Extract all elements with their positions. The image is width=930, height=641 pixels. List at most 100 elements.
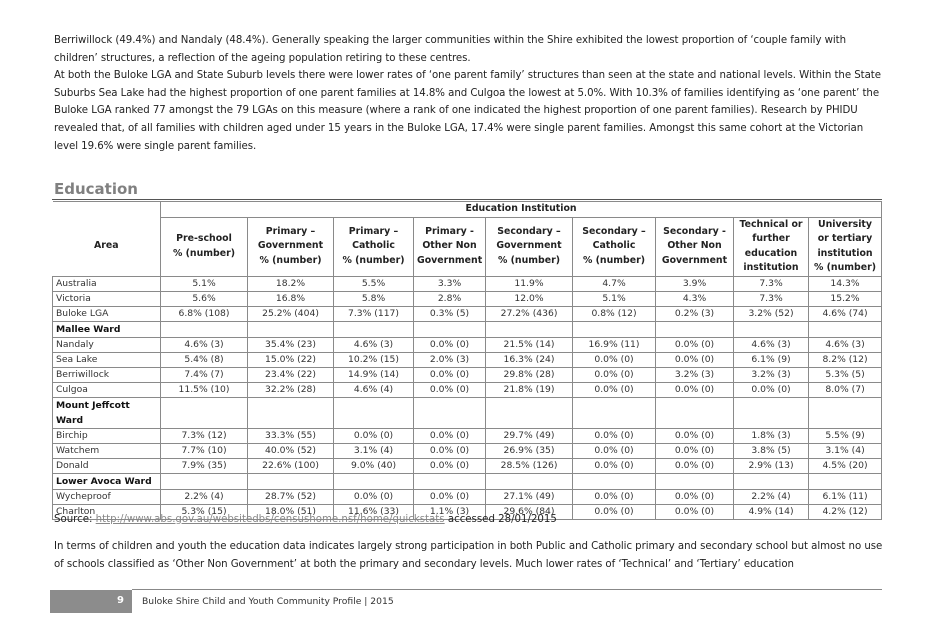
- value-cell: 0.0% (0): [413, 427, 486, 444]
- value-cell: 27.2% (436): [485, 305, 573, 322]
- value-cell: 0.0% (0): [572, 442, 656, 459]
- column-header: Primary - Other Non Government: [413, 216, 486, 277]
- empty-cell: [807, 320, 883, 338]
- column-header: University or tertiary institution % (nu…: [807, 216, 883, 277]
- value-cell: 0.0% (0): [655, 503, 734, 520]
- empty-cell: [333, 396, 414, 429]
- empty-cell: [485, 472, 573, 490]
- intro-paragraph: Berriwillock (49.4%) and Nandaly (48.4%)…: [54, 35, 847, 64]
- value-cell: 21.5% (14): [485, 336, 573, 353]
- empty-cell: [807, 472, 883, 490]
- value-cell: 28.7% (52): [247, 488, 334, 505]
- value-cell: 4.6% (3): [160, 336, 248, 353]
- area-cell: Charlton: [52, 503, 161, 520]
- value-cell: 18.2%: [247, 275, 334, 292]
- value-cell: 2.9% (13): [733, 457, 809, 474]
- value-cell: 0.0% (0): [655, 427, 734, 444]
- value-cell: 0.0% (0): [655, 351, 734, 368]
- value-cell: 3.9%: [655, 275, 734, 292]
- empty-cell: [655, 320, 734, 338]
- page-number: 9: [117, 595, 124, 606]
- value-cell: 5.3% (15): [160, 503, 248, 520]
- area-cell: Nandaly: [52, 336, 161, 353]
- closing-paragraph: In terms of children and youth the educa…: [54, 541, 883, 570]
- value-cell: 5.3% (5): [807, 366, 883, 383]
- value-cell: 0.2% (3): [655, 305, 734, 322]
- value-cell: 10.2% (15): [333, 351, 414, 368]
- value-cell: 4.6% (74): [807, 305, 883, 322]
- value-cell: 16.9% (11): [572, 336, 656, 353]
- value-cell: 26.9% (35): [485, 442, 573, 459]
- value-cell: 3.3%: [413, 275, 486, 292]
- value-cell: 3.8% (5): [733, 442, 809, 459]
- group-row: Lower Avoca Ward: [52, 472, 883, 490]
- footer-title: Buloke Shire Child and Youth Community P…: [142, 596, 394, 607]
- value-cell: 8.0% (7): [807, 381, 883, 398]
- table-row: Culgoa 11.5% (10) 32.2% (28) 4.6% (4) 0.0% (…: [52, 381, 883, 398]
- empty-cell: [485, 396, 573, 429]
- group-row: Mallee Ward: [52, 320, 883, 338]
- value-cell: 0.0% (0): [413, 366, 486, 383]
- value-cell: 0.0% (0): [733, 381, 809, 398]
- value-cell: 0.0% (0): [572, 503, 656, 520]
- empty-cell: [413, 396, 486, 429]
- table-row: Charlton 5.3% (15) 18.0% (51) 11.6% (33) 1.1…: [52, 503, 883, 520]
- value-cell: 33.3% (55): [247, 427, 334, 444]
- column-header: Primary – Government % (number): [247, 216, 334, 277]
- area-header: Area: [52, 217, 161, 277]
- table-row: Sea Lake 5.4% (8) 15.0% (22) 10.2% (15) 2.0%…: [52, 351, 883, 368]
- source-note: Source: http://www.abs.gov.au/websitedbs…: [54, 514, 557, 525]
- section-heading: Education: [54, 180, 138, 198]
- source-link[interactable]: http://www.abs.gov.au/websitedbs/censush…: [95, 514, 445, 525]
- area-cell: Buloke LGA: [52, 305, 161, 322]
- empty-cell: [485, 320, 573, 338]
- value-cell: 4.7%: [572, 275, 656, 292]
- value-cell: 5.4% (8): [160, 351, 248, 368]
- value-cell: 4.9% (14): [733, 503, 809, 520]
- source-label: Source:: [54, 514, 96, 525]
- value-cell: 29.7% (49): [485, 427, 573, 444]
- empty-cell: [160, 472, 248, 490]
- value-cell: 7.3%: [733, 290, 809, 307]
- value-cell: 0.0% (0): [572, 381, 656, 398]
- table-row: Nandaly 4.6% (3) 35.4% (23) 4.6% (3) 0.0% (0…: [52, 336, 883, 353]
- value-cell: 4.6% (3): [807, 336, 883, 353]
- group-label: Mount Jeffcott Ward: [52, 396, 161, 429]
- value-cell: 0.0% (0): [655, 488, 734, 505]
- empty-cell: [247, 396, 334, 429]
- group-label: Mallee Ward: [52, 320, 161, 338]
- value-cell: 40.0% (52): [247, 442, 334, 459]
- empty-cell: [333, 320, 414, 338]
- empty-cell: [247, 472, 334, 490]
- empty-cell: [733, 320, 809, 338]
- value-cell: 0.0% (0): [333, 427, 414, 444]
- value-cell: 6.1% (9): [733, 351, 809, 368]
- value-cell: 22.6% (100): [247, 457, 334, 474]
- value-cell: 15.0% (22): [247, 351, 334, 368]
- value-cell: 7.3% (12): [160, 427, 248, 444]
- empty-cell: [807, 396, 883, 429]
- value-cell: 2.8%: [413, 290, 486, 307]
- value-cell: 0.0% (0): [413, 442, 486, 459]
- value-cell: 14.3%: [807, 275, 883, 292]
- value-cell: 0.0% (0): [333, 488, 414, 505]
- value-cell: 0.0% (0): [572, 366, 656, 383]
- value-cell: 23.4% (22): [247, 366, 334, 383]
- footer-divider: [132, 589, 882, 590]
- table-row: Wycheproof 2.2% (4) 28.7% (52) 0.0% (0) 0.0%…: [52, 488, 883, 505]
- value-cell: 29.8% (28): [485, 366, 573, 383]
- value-cell: 3.1% (4): [807, 442, 883, 459]
- value-cell: 0.0% (0): [572, 457, 656, 474]
- group-header: Education Institution: [159, 201, 883, 218]
- area-cell: Victoria: [52, 290, 161, 307]
- value-cell: 18.0% (51): [247, 503, 334, 520]
- value-cell: 6.1% (11): [807, 488, 883, 505]
- value-cell: 11.9%: [485, 275, 573, 292]
- value-cell: 5.1%: [160, 275, 248, 292]
- empty-cell: [572, 320, 656, 338]
- empty-cell: [733, 396, 809, 429]
- value-cell: 27.1% (49): [485, 488, 573, 505]
- empty-cell: [413, 320, 486, 338]
- value-cell: 0.0% (0): [655, 442, 734, 459]
- value-cell: 0.0% (0): [572, 351, 656, 368]
